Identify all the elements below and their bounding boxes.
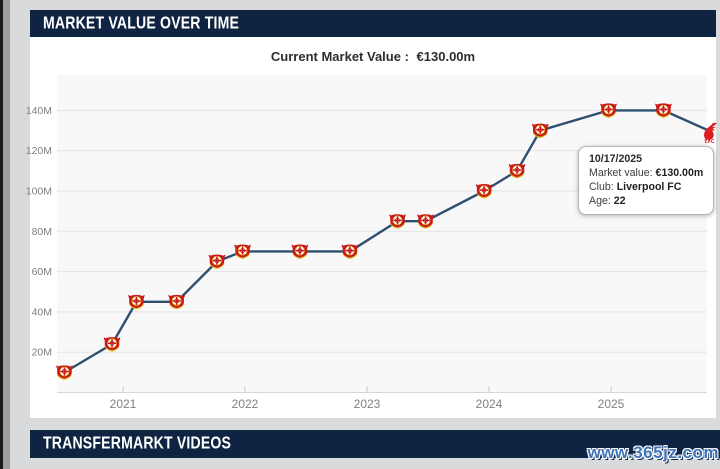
- market-value-section-title: MARKET VALUE OVER TIME: [43, 13, 240, 33]
- videos-section-title: TRANSFERMARKT VIDEOS: [43, 433, 232, 453]
- chart-title: Current Market Value : €130.00m: [30, 49, 716, 64]
- y-axis-tick-label: 140M: [26, 105, 52, 117]
- x-axis-tick-label: 2024: [476, 397, 503, 411]
- chart-tooltip: 10/17/2025 Market value: €130.00m Club: …: [578, 146, 715, 215]
- tooltip-market-value: €130.00m: [655, 166, 704, 179]
- x-axis-tick-label: 2022: [232, 397, 259, 411]
- window-left-edge-dark: [0, 0, 3, 469]
- tooltip-club-row: Club: Liverpool FC: [589, 181, 703, 195]
- watermark: www.365jz.com: [587, 443, 719, 462]
- tooltip-market-value-label: Market value:: [589, 166, 653, 179]
- tooltip-club-label: Club:: [589, 180, 614, 193]
- y-axis-tick-label: 20M: [32, 347, 52, 359]
- tooltip-club: Liverpool FC: [616, 180, 682, 193]
- videos-section-header: TRANSFERMARKT VIDEOS: [30, 430, 720, 458]
- y-axis-tick-label: 80M: [32, 226, 52, 238]
- market-value-line: [63, 109, 710, 374]
- current-market-value-label: Current Market Value :: [270, 49, 409, 64]
- market-value-section-header: MARKET VALUE OVER TIME: [30, 10, 716, 37]
- tooltip-market-value-row: Market value: €130.00m: [589, 167, 703, 181]
- window-left-edge-gray: [3, 0, 10, 469]
- plot-area: [57, 75, 707, 393]
- current-market-value: €130.00m: [416, 49, 476, 64]
- x-axis-tick-label: 2023: [354, 397, 381, 411]
- y-axis-tick-label: 100M: [26, 186, 52, 198]
- x-axis-tick-label: 2021: [110, 397, 137, 411]
- y-axis-tick-label: 40M: [32, 306, 52, 318]
- x-axis-tick-label: 2025: [598, 397, 625, 411]
- tooltip-age: 22: [613, 194, 626, 207]
- tooltip-age-row: Age: 22: [589, 195, 703, 209]
- tooltip-age-label: Age:: [589, 194, 611, 207]
- y-axis-tick-label: 120M: [26, 145, 52, 157]
- tooltip-date: 10/17/2025: [589, 153, 643, 165]
- y-axis-tick-label: 60M: [32, 266, 52, 278]
